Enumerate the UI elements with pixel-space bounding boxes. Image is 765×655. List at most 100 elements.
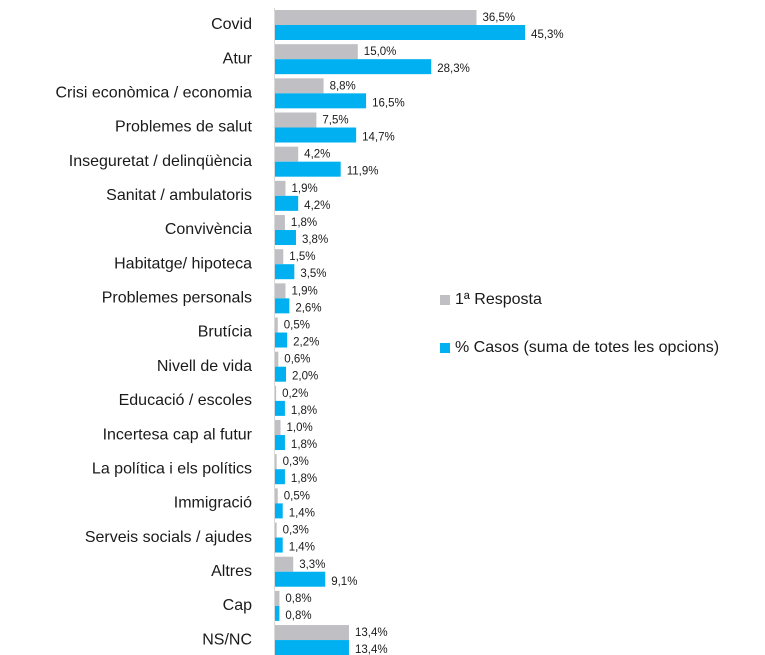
bar [275, 25, 526, 40]
bar [275, 488, 278, 504]
category-label: Nivell de vida [157, 358, 252, 375]
bar [275, 625, 349, 641]
bar [275, 59, 432, 75]
bar [275, 283, 286, 299]
value-label: 0,5% [284, 490, 310, 502]
value-label: 1,0% [287, 422, 313, 434]
bar [275, 640, 349, 655]
value-label: 28,3% [437, 63, 470, 75]
category-label: La política i els polítics [92, 460, 252, 477]
category-label: Altres [211, 563, 252, 580]
bar [275, 180, 286, 196]
category-label: Inseguretat / delinqüència [69, 153, 252, 170]
bar [275, 537, 283, 553]
value-label: 0,2% [282, 388, 308, 400]
bar [275, 590, 280, 606]
value-label: 0,6% [284, 354, 310, 366]
value-label: 11,9% [347, 166, 379, 178]
bar [275, 454, 277, 470]
category-label: Covid [211, 16, 252, 33]
legend-label: 1ª Resposta [455, 291, 542, 308]
bar [275, 556, 294, 572]
value-label: 45,3% [531, 29, 564, 41]
value-label: 2,2% [293, 337, 319, 349]
value-label: 0,5% [284, 320, 310, 332]
bar [275, 146, 299, 162]
bar [275, 317, 278, 333]
value-label: 1,8% [291, 473, 317, 485]
value-label: 13,4% [355, 644, 388, 655]
value-label: 4,2% [304, 200, 330, 212]
category-label: Serveis socials / ajudes [85, 529, 252, 546]
bar [275, 249, 284, 265]
bar [275, 230, 296, 246]
value-label: 2,0% [292, 371, 318, 383]
bar [275, 385, 277, 401]
legend-swatch [440, 295, 450, 305]
value-label: 2,6% [295, 302, 321, 314]
bar [275, 93, 367, 109]
value-label: 1,8% [291, 439, 317, 451]
value-label: 3,5% [300, 268, 326, 280]
value-label: 0,3% [283, 525, 309, 537]
bar [275, 400, 285, 416]
value-label: 0,8% [285, 610, 311, 622]
value-label: 0,8% [285, 593, 311, 605]
bar [275, 10, 477, 25]
legend-swatch [440, 343, 450, 353]
value-label: 9,1% [331, 576, 357, 588]
bar [275, 264, 295, 280]
category-label: Crisi econòmica / economia [55, 85, 252, 102]
value-label: 3,3% [299, 559, 325, 571]
bar [275, 605, 280, 621]
category-label: Immigració [174, 495, 252, 512]
value-label: 36,5% [482, 12, 515, 24]
category-label: Cap [223, 597, 252, 614]
value-label: 0,3% [283, 456, 309, 468]
bar [275, 571, 326, 587]
value-label: 1,9% [291, 285, 317, 297]
value-label: 3,8% [302, 234, 328, 246]
value-label: 14,7% [362, 132, 395, 144]
value-label: 1,9% [291, 183, 317, 195]
bar [275, 195, 299, 211]
category-label: Educació / escoles [119, 392, 252, 409]
bar [275, 44, 358, 60]
bar [275, 215, 285, 231]
value-label: 1,8% [291, 217, 317, 229]
bar [275, 112, 317, 128]
value-label: 1,4% [289, 542, 315, 554]
bar [275, 420, 281, 436]
category-label: NS/NC [202, 631, 252, 648]
value-label: 16,5% [372, 97, 405, 109]
category-label: Brutícia [198, 324, 252, 341]
value-label: 1,8% [291, 405, 317, 417]
bar [275, 503, 283, 519]
value-label: 1,5% [289, 251, 315, 263]
bar [275, 161, 341, 177]
value-label: 15,0% [364, 46, 397, 58]
bar [275, 298, 290, 314]
category-label: Problemes personals [102, 290, 252, 307]
legend-label: % Casos (suma de totes les opcions) [455, 339, 719, 356]
value-label: 13,4% [355, 627, 388, 639]
category-label: Incertesa cap al futur [103, 426, 253, 443]
bar [275, 435, 285, 451]
bar [275, 78, 324, 94]
value-label: 8,8% [330, 80, 356, 92]
value-label: 4,2% [304, 149, 330, 161]
bar [275, 366, 287, 382]
bar [275, 469, 285, 485]
category-label: Sanitat / ambulatoris [106, 187, 252, 204]
category-label: Convivència [165, 221, 252, 238]
value-label: 7,5% [322, 115, 348, 127]
bar [275, 522, 277, 538]
category-label: Habitatge/ hipoteca [114, 255, 252, 272]
bar [275, 127, 357, 143]
bar [275, 351, 279, 367]
value-label: 1,4% [289, 507, 315, 519]
category-label: Atur [223, 50, 253, 67]
bar [275, 332, 288, 348]
category-label: Problemes de salut [115, 119, 253, 136]
